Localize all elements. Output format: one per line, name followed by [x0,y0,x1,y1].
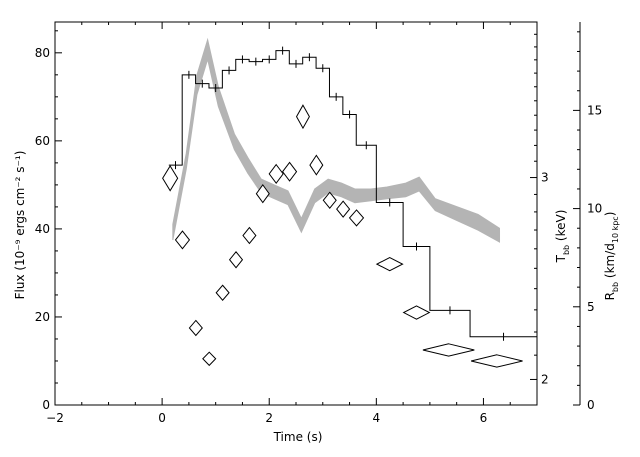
y-axis-label: Flux (10⁻⁹ ergs cm⁻² s⁻¹) [13,151,27,300]
temperature-diamond [471,354,523,368]
temperature-diamond [188,319,203,337]
temperature-diamond [336,200,351,218]
x-axis-label: Time (s) [273,430,323,444]
r-tick-label: 5 [587,300,595,314]
temperature-diamond [348,209,365,227]
r-tick-label: 10 [587,202,602,216]
y-tick-label: 0 [42,398,50,412]
y-axis-radius: 0 5 10 15 [573,22,602,412]
y-tick-label: 20 [35,310,50,324]
x-tick-label: 4 [373,411,381,425]
temperature-diamond [228,251,244,269]
y-tick-label: 40 [35,222,50,236]
r-tick-label: 0 [587,398,595,412]
x-tick-label: −2 [46,411,64,425]
radius-band [172,37,501,243]
temperature-diamond [402,305,431,320]
t-tick-label: 2 [541,372,549,386]
temperature-diamond [309,154,324,176]
temperature-diamond [202,351,217,367]
r-tick-label: 15 [587,103,602,117]
temperature-diamond [375,256,404,272]
temperature-diamond [268,163,284,184]
x-axis: −2 0 2 4 6 [46,22,538,425]
temperature-diamond [322,191,337,210]
x-tick-label: 0 [158,411,166,425]
y-axis-temperature: 23 [530,33,549,386]
x-tick-label: 2 [265,411,273,425]
y-axis-flux: 0 20 40 60 80 [35,30,62,412]
x-tick-label: 6 [480,411,488,425]
temperature-diamond [281,161,298,182]
y-tick-label: 80 [35,46,50,60]
y3-axis-label: Rbb (km/d10 kpc) [603,212,620,301]
temperature-diamond [162,164,179,192]
y2-axis-label: Tbb (keV) [554,210,571,264]
svg-text:Tbb (keV): Tbb (keV) [554,210,571,264]
temperature-diamond [215,284,230,301]
svg-text:Rbb (km/d10 kpc): Rbb (km/d10 kpc) [603,212,620,301]
temperature-diamond [422,343,475,357]
flux-histogram-layer [168,46,537,341]
temperature-diamond [242,226,257,245]
t-tick-label: 3 [541,171,549,185]
radius-band-layer [172,37,501,243]
temperature-diamond [174,230,191,250]
temperature-diamond [295,104,310,130]
temperature-diamond-layer [162,104,523,368]
temperature-diamond [255,184,270,204]
y-tick-label: 60 [35,134,50,148]
